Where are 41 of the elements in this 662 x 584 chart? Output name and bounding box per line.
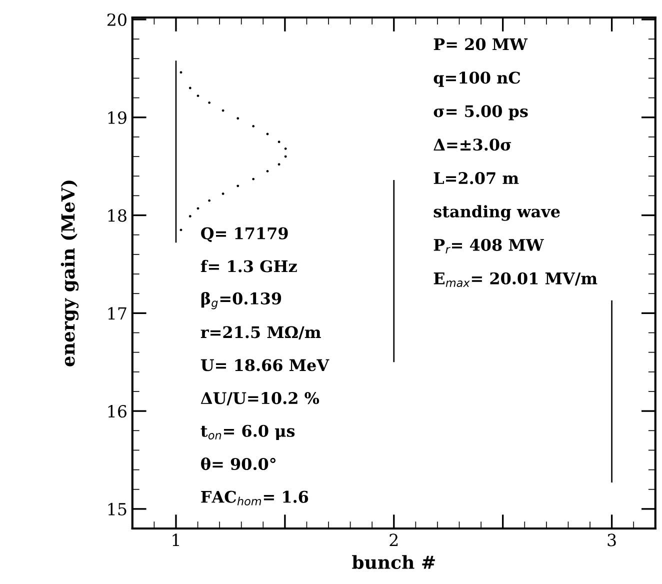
y-tick-label: 17	[108, 307, 126, 320]
point	[278, 140, 280, 144]
point	[196, 207, 200, 210]
y-axis-title: energy gain (MeV)	[60, 180, 79, 366]
y-tick-label: 15	[108, 502, 126, 516]
point	[208, 101, 211, 104]
annotation: U= 18.66 MeV	[200, 359, 330, 372]
point	[236, 117, 240, 120]
point	[180, 71, 182, 74]
annotation: f= 1.3 GHz	[200, 260, 297, 272]
annotation: P= 20 MW	[434, 38, 528, 50]
annotation: standing wave	[434, 205, 560, 221]
annotation: σ= 5.00 ps	[434, 105, 528, 120]
annotation: Δ=±3.0σ	[434, 138, 512, 151]
y-tick-label: 19	[108, 111, 126, 124]
point	[208, 199, 211, 202]
annotation: β$_{g}$=0.139	[201, 292, 282, 310]
x-tick-label: 3	[608, 534, 616, 546]
x-tick-label: 1	[172, 534, 179, 546]
point	[196, 94, 200, 98]
y-tick-label: 16	[108, 405, 126, 418]
point	[252, 178, 255, 180]
y-tick-label: 20	[107, 13, 126, 26]
x-axis-title: bunch #	[352, 555, 435, 570]
annotation: ΔU/U=10.2 %	[200, 392, 320, 406]
point	[188, 86, 192, 90]
annotation: L=2.07 m	[434, 172, 519, 184]
annotation: θ= 90.0°	[201, 457, 276, 470]
point	[252, 124, 255, 128]
x-tick-label: 2	[390, 534, 398, 546]
point	[278, 163, 280, 166]
point	[236, 184, 240, 188]
annotation: P$_{r}$= 408 MW	[434, 238, 544, 254]
annotation: q=100 nC	[434, 72, 520, 87]
annotation: FAC$_{hom}$= 1.6	[201, 490, 308, 506]
annotation: E$_{max}$= 20.01 MV/m	[434, 272, 598, 287]
annotation: r=21.5 MΩ/m	[200, 326, 321, 340]
y-tick-label: 18	[108, 209, 126, 222]
annotation: t$_{on}$= 6.0 μs	[200, 424, 295, 440]
point	[284, 147, 287, 150]
annotation: Q= 17179	[201, 227, 288, 242]
